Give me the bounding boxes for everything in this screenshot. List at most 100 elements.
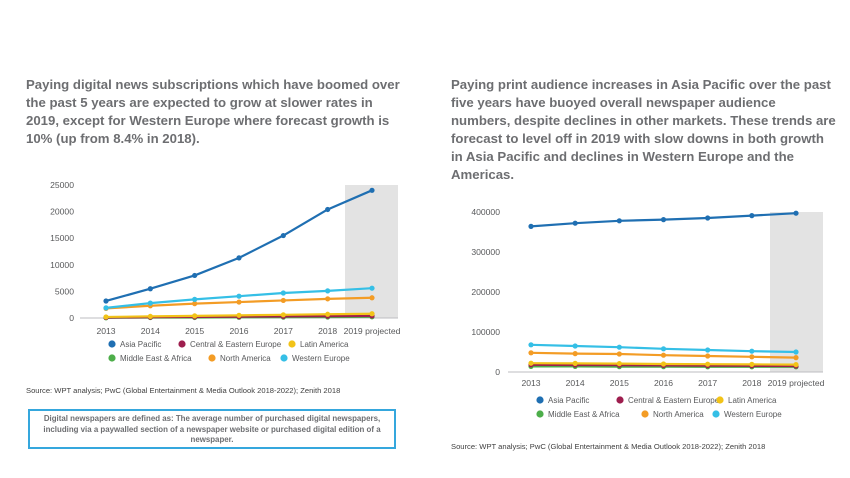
data-point-western-europe (793, 349, 799, 355)
data-point-latin-america (793, 362, 799, 368)
legend-marker-asia-pacific (108, 340, 116, 348)
y-tick-label: 20000 (50, 207, 74, 217)
data-point-asia-pacific (660, 217, 667, 223)
x-tick-label: 2017 (274, 326, 293, 336)
x-tick-label: 2014 (566, 378, 585, 388)
left-chart-heading: Paying digital news subscriptions which … (26, 77, 400, 146)
data-point-western-europe (660, 346, 667, 352)
legend-label-latin-america: Latin America (728, 396, 777, 405)
legend-marker-central-eastern-europe (178, 340, 186, 348)
data-point-asia-pacific (749, 213, 755, 219)
data-point-north-america (236, 299, 242, 305)
data-point-asia-pacific (192, 272, 198, 279)
y-tick-label: 0 (69, 313, 74, 323)
data-point-western-europe (369, 285, 375, 291)
data-point-asia-pacific (147, 286, 153, 292)
data-point-latin-america (616, 361, 622, 367)
data-point-western-europe (749, 348, 755, 354)
x-tick-label: 2015 (185, 326, 204, 336)
data-point-latin-america (147, 313, 153, 320)
right-chart-heading: Paying print audience increases in Asia … (451, 77, 836, 182)
legend-label-middle-east-africa: Middle East & Africa (548, 410, 620, 419)
x-tick-label: 2019 projected (344, 326, 401, 336)
legend-marker-latin-america (716, 396, 724, 404)
x-tick-label: 2013 (521, 378, 540, 388)
legend-label-asia-pacific: Asia Pacific (120, 340, 161, 349)
definition-box: Digital newspapers are defined as: The a… (28, 409, 396, 449)
data-point-western-europe (280, 290, 286, 296)
data-point-western-europe (616, 344, 622, 350)
x-tick-label: 2014 (141, 326, 160, 336)
x-tick-label: 2018 (318, 326, 337, 336)
data-point-asia-pacific (280, 232, 286, 239)
data-point-asia-pacific (572, 220, 578, 226)
data-point-asia-pacific (793, 210, 799, 216)
data-point-asia-pacific (236, 255, 242, 261)
data-point-north-america (369, 295, 375, 301)
legend-label-central-eastern-europe: Central & Eastern Europe (628, 396, 720, 405)
legend-marker-middle-east-africa (108, 354, 116, 362)
legend-label-western-europe: Western Europe (724, 410, 782, 419)
data-point-north-america (705, 353, 711, 359)
data-point-western-europe (103, 305, 109, 311)
right-chart-source: Source: WPT analysis; PwC (Global Entert… (451, 442, 766, 451)
legend-label-north-america: North America (653, 410, 704, 419)
data-point-asia-pacific (325, 206, 331, 213)
y-tick-label: 15000 (50, 233, 74, 243)
data-point-latin-america (325, 311, 331, 317)
data-point-north-america (528, 350, 534, 356)
data-point-asia-pacific (705, 215, 711, 221)
x-tick-label: 2016 (229, 326, 248, 336)
x-tick-label: 2015 (610, 378, 629, 388)
legend-label-asia-pacific: Asia Pacific (548, 396, 589, 405)
data-point-north-america (280, 297, 286, 304)
legend-marker-western-europe (280, 354, 288, 362)
y-tick-label: 25000 (50, 180, 74, 190)
x-tick-label: 2017 (698, 378, 717, 388)
legend-marker-asia-pacific (536, 396, 544, 404)
x-tick-label: 2013 (96, 326, 115, 336)
data-point-asia-pacific (369, 187, 375, 193)
y-tick-label: 5000 (55, 286, 74, 296)
data-point-western-europe (192, 296, 198, 302)
data-point-north-america (325, 296, 331, 302)
left-chart-source: Source: WPT analysis; PwC (Global Entert… (26, 386, 341, 395)
legend-label-latin-america: Latin America (300, 340, 349, 349)
data-point-western-europe (705, 347, 711, 353)
x-tick-label: 2019 projected (768, 378, 825, 388)
legend-marker-middle-east-africa (536, 410, 544, 418)
data-point-latin-america (369, 311, 375, 317)
data-point-latin-america (660, 361, 667, 367)
projected-shading (770, 212, 823, 372)
data-point-latin-america (705, 361, 711, 367)
data-point-north-america (616, 351, 622, 357)
data-point-western-europe (572, 343, 578, 349)
data-point-asia-pacific (528, 223, 534, 229)
data-point-latin-america (192, 313, 198, 319)
y-tick-label: 300000 (471, 247, 500, 257)
legend-marker-north-america (208, 354, 216, 362)
data-point-north-america (572, 351, 578, 357)
data-point-latin-america (280, 312, 286, 318)
data-point-north-america (749, 354, 755, 360)
data-point-western-europe (325, 288, 331, 294)
y-tick-label: 400000 (471, 207, 500, 217)
y-tick-label: 10000 (50, 260, 74, 270)
data-point-latin-america (103, 314, 109, 320)
y-tick-label: 100000 (471, 327, 500, 337)
x-tick-label: 2016 (654, 378, 673, 388)
data-point-western-europe (528, 342, 534, 348)
data-point-western-europe (236, 293, 242, 299)
data-point-asia-pacific (103, 298, 109, 304)
y-tick-label: 200000 (471, 287, 500, 297)
data-point-latin-america (236, 312, 242, 318)
legend-label-western-europe: Western Europe (292, 354, 350, 363)
data-point-north-america (660, 352, 667, 358)
legend-marker-central-eastern-europe (616, 396, 624, 404)
legend-label-middle-east-africa: Middle East & Africa (120, 354, 192, 363)
legend-label-central-eastern-europe: Central & Eastern Europe (190, 340, 282, 349)
legend-label-north-america: North America (220, 354, 271, 363)
y-tick-label: 0 (495, 367, 500, 377)
legend-marker-latin-america (288, 340, 296, 348)
